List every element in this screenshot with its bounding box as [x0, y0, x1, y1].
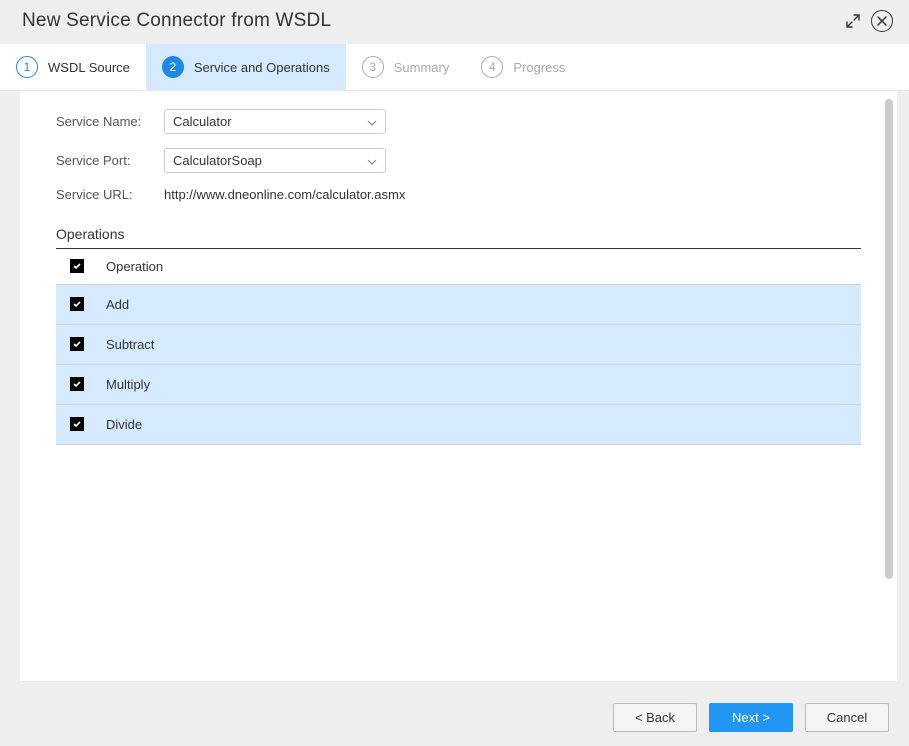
table-row[interactable]: Multiply [56, 365, 861, 405]
step-label: WSDL Source [48, 60, 130, 75]
step-number: 2 [162, 56, 184, 78]
dialog-titlebar: New Service Connector from WSDL [0, 0, 909, 44]
select-service-port[interactable]: CalculatorSoap [164, 148, 386, 173]
label-service-name: Service Name: [56, 114, 164, 129]
step-number: 1 [16, 56, 38, 78]
row-checkbox[interactable] [70, 377, 84, 391]
step-label: Service and Operations [194, 60, 330, 75]
operation-name: Subtract [98, 325, 861, 365]
select-all-checkbox[interactable] [70, 259, 84, 273]
row-checkbox[interactable] [70, 417, 84, 431]
table-row[interactable]: Add [56, 285, 861, 325]
select-value: Calculator [173, 114, 232, 129]
value-service-url: http://www.dneonline.com/calculator.asmx [164, 187, 405, 202]
row-service-url: Service URL: http://www.dneonline.com/ca… [56, 187, 861, 202]
label-service-port: Service Port: [56, 153, 164, 168]
step-number: 4 [481, 56, 503, 78]
operations-title: Operations [56, 226, 861, 242]
row-checkbox[interactable] [70, 297, 84, 311]
select-value: CalculatorSoap [173, 153, 262, 168]
step-number: 3 [362, 56, 384, 78]
step-service-operations[interactable]: 2 Service and Operations [146, 44, 346, 90]
operations-header-row: Operation [56, 249, 861, 285]
dialog-footer: < Back Next > Cancel [0, 691, 909, 746]
step-wsdl-source[interactable]: 1 WSDL Source [0, 44, 146, 90]
chevron-down-icon [367, 114, 377, 129]
step-progress[interactable]: 4 Progress [465, 44, 581, 90]
chevron-down-icon [367, 153, 377, 168]
step-label: Progress [513, 60, 565, 75]
row-service-port: Service Port: CalculatorSoap [56, 148, 861, 173]
dialog-title: New Service Connector from WSDL [22, 10, 331, 32]
title-actions [845, 10, 893, 32]
row-checkbox[interactable] [70, 337, 84, 351]
operations-table: Operation Add Subtract Multiply [56, 248, 861, 445]
next-button[interactable]: Next > [709, 703, 793, 732]
table-row[interactable]: Subtract [56, 325, 861, 365]
step-label: Summary [394, 60, 450, 75]
operation-name: Multiply [98, 365, 861, 405]
cancel-button[interactable]: Cancel [805, 703, 889, 732]
vertical-scrollbar[interactable] [885, 99, 893, 579]
operation-name: Divide [98, 405, 861, 445]
operations-header-label: Operation [98, 249, 861, 285]
select-service-name[interactable]: Calculator [164, 109, 386, 134]
wizard-content: Service Name: Calculator Service Port: C… [20, 91, 885, 681]
step-summary[interactable]: 3 Summary [346, 44, 466, 90]
operation-name: Add [98, 285, 861, 325]
row-service-name: Service Name: Calculator [56, 109, 861, 134]
table-row[interactable]: Divide [56, 405, 861, 445]
back-button[interactable]: < Back [613, 703, 697, 732]
label-service-url: Service URL: [56, 187, 164, 202]
close-button[interactable] [871, 10, 893, 32]
wizard-steps-bar: 1 WSDL Source 2 Service and Operations 3… [0, 44, 909, 91]
expand-icon[interactable] [845, 13, 861, 29]
